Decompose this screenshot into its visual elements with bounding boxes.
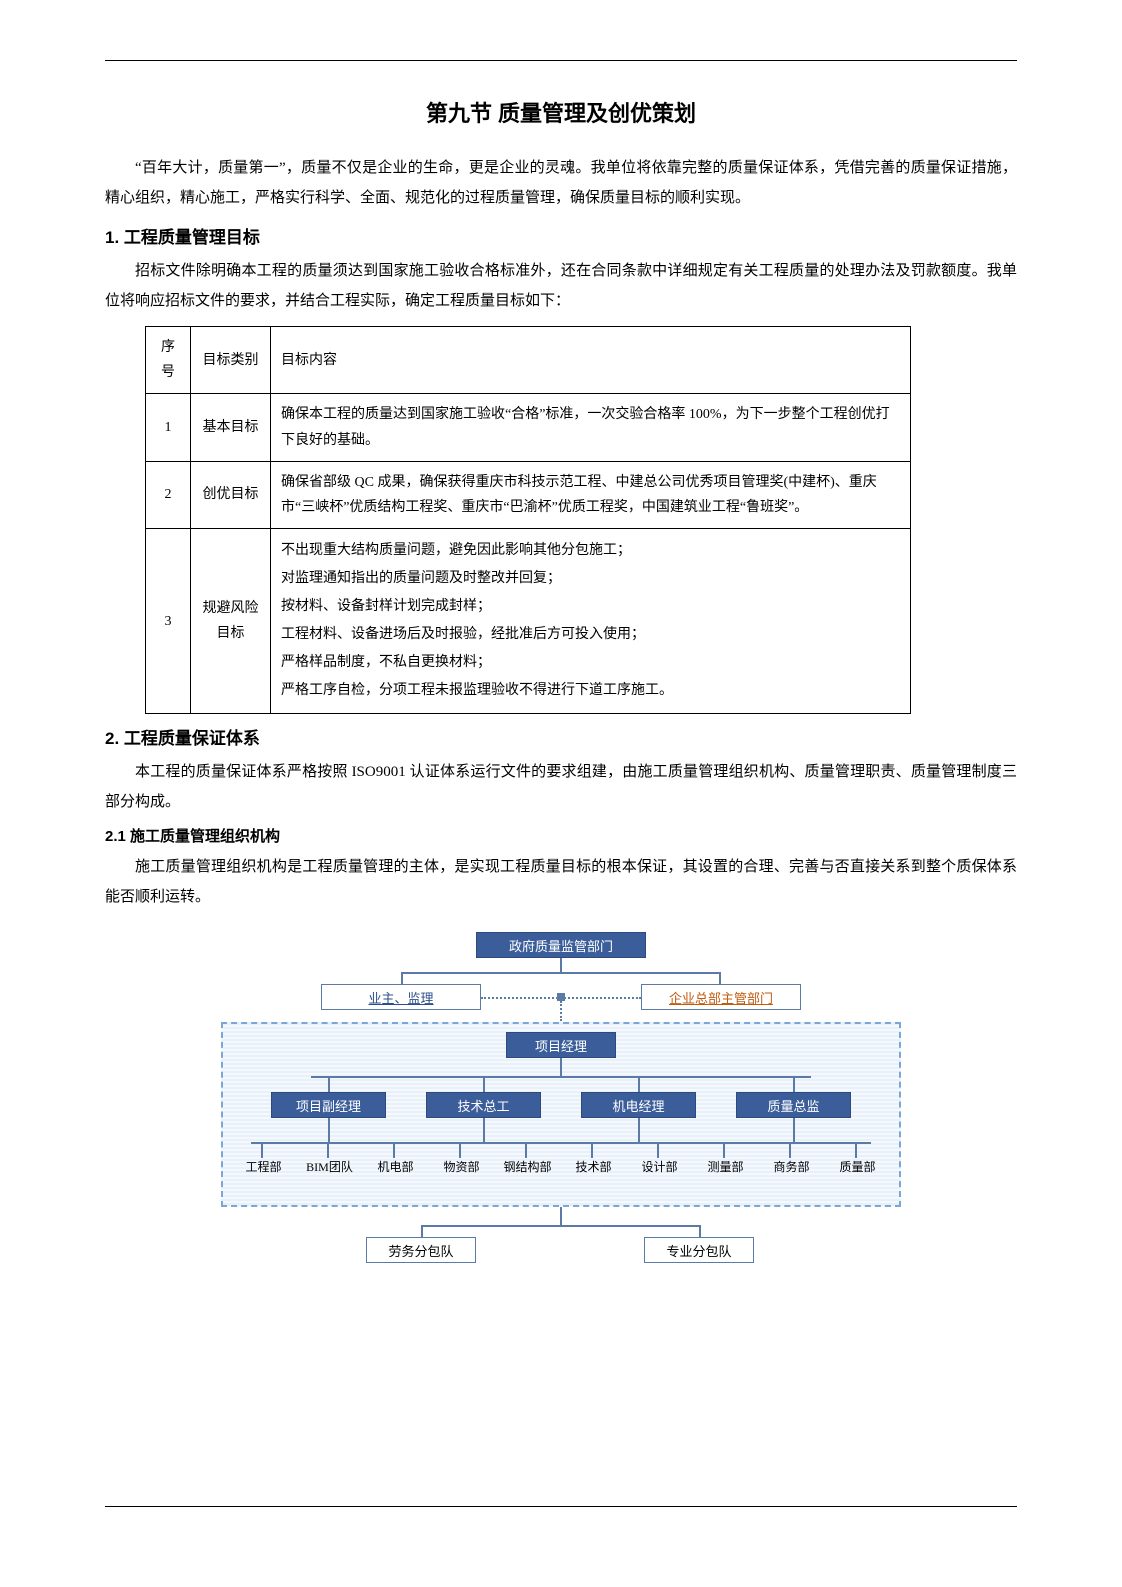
th-seq: 序号 xyxy=(146,327,191,394)
org-dept-9: 质量部 xyxy=(830,1160,885,1174)
org-dept-5: 技术部 xyxy=(566,1160,621,1174)
org-dept-4: 钢结构部 xyxy=(500,1160,555,1174)
org-hq: 企业总部主管部门 xyxy=(641,984,801,1010)
org-manager-3: 质量总监 xyxy=(736,1092,851,1118)
cell-cat: 规避风险目标 xyxy=(191,529,271,714)
org-dept-8: 商务部 xyxy=(764,1160,819,1174)
risk-item: 不出现重大结构质量问题，避免因此影响其他分包施工； xyxy=(281,537,900,565)
paragraph-2: 本工程的质量保证体系严格按照 ISO9001 认证体系运行文件的要求组建，由施工… xyxy=(105,757,1017,817)
org-manager-1: 技术总工 xyxy=(426,1092,541,1118)
cell-seq: 3 xyxy=(146,529,191,714)
org-sub-special: 专业分包队 xyxy=(644,1237,754,1263)
org-manager-0: 项目副经理 xyxy=(271,1092,386,1118)
table-row: 2创优目标确保省部级 QC 成果，确保获得重庆市科技示范工程、中建总公司优秀项目… xyxy=(146,461,911,528)
risk-item: 工程材料、设备进场后及时报验，经批准后方可投入使用； xyxy=(281,621,900,649)
cell-content: 不出现重大结构质量问题，避免因此影响其他分包施工；对监理通知指出的质量问题及时整… xyxy=(271,529,911,714)
org-dept-6: 设计部 xyxy=(632,1160,687,1174)
org-node-dot xyxy=(557,993,565,1001)
risk-item: 按材料、设备封样计划完成封样； xyxy=(281,593,900,621)
paragraph-1: 招标文件除明确本工程的质量须达到国家施工验收合格标准外，还在合同条款中详细规定有… xyxy=(105,256,1017,316)
org-manager-2: 机电经理 xyxy=(581,1092,696,1118)
heading-2-1: 2.1 施工质量管理组织机构 xyxy=(105,825,1017,846)
bottom-rule xyxy=(105,1506,1017,1507)
org-dept-1: BIM团队 xyxy=(302,1160,357,1174)
org-pm: 项目经理 xyxy=(506,1032,616,1058)
risk-item: 严格工序自检，分项工程未报监理验收不得进行下道工序施工。 xyxy=(281,677,900,705)
org-owner: 业主、监理 xyxy=(321,984,481,1010)
org-dept-2: 机电部 xyxy=(368,1160,423,1174)
table-row: 1基本目标确保本工程的质量达到国家施工验收“合格”标准，一次交验合格率 100%… xyxy=(146,394,911,461)
quality-targets-table: 序号 目标类别 目标内容 1基本目标确保本工程的质量达到国家施工验收“合格”标准… xyxy=(145,326,911,714)
org-dept-3: 物资部 xyxy=(434,1160,489,1174)
org-sub-labor: 劳务分包队 xyxy=(366,1237,476,1263)
heading-1-1: 1. 工程质量管理目标 xyxy=(105,223,1017,248)
org-gov: 政府质量监管部门 xyxy=(476,932,646,958)
paragraph-3: 施工质量管理组织机构是工程质量管理的主体，是实现工程质量目标的根本保证，其设置的… xyxy=(105,852,1017,912)
org-dept-0: 工程部 xyxy=(236,1160,291,1174)
top-rule xyxy=(105,60,1017,61)
heading-1-2: 2. 工程质量保证体系 xyxy=(105,724,1017,749)
org-chart: 政府质量监管部门 业主、监理 企业总部主管部门 项目经理 项目副经理技术总工机电… xyxy=(191,932,931,1272)
cell-content: 确保本工程的质量达到国家施工验收“合格”标准，一次交验合格率 100%，为下一步… xyxy=(271,394,911,461)
intro-paragraph: “百年大计，质量第一”，质量不仅是企业的生命，更是企业的灵魂。我单位将依靠完整的… xyxy=(105,153,1017,213)
cell-cat: 基本目标 xyxy=(191,394,271,461)
cell-seq: 1 xyxy=(146,394,191,461)
cell-seq: 2 xyxy=(146,461,191,528)
cell-content: 确保省部级 QC 成果，确保获得重庆市科技示范工程、中建总公司优秀项目管理奖(中… xyxy=(271,461,911,528)
cell-cat: 创优目标 xyxy=(191,461,271,528)
org-dept-7: 测量部 xyxy=(698,1160,753,1174)
th-cat: 目标类别 xyxy=(191,327,271,394)
risk-item: 对监理通知指出的质量问题及时整改并回复； xyxy=(281,565,900,593)
risk-item: 严格样品制度，不私自更换材料； xyxy=(281,649,900,677)
th-content: 目标内容 xyxy=(271,327,911,394)
table-row: 3规避风险目标不出现重大结构质量问题，避免因此影响其他分包施工；对监理通知指出的… xyxy=(146,529,911,714)
section-title: 第九节 质量管理及创优策划 xyxy=(105,96,1017,128)
